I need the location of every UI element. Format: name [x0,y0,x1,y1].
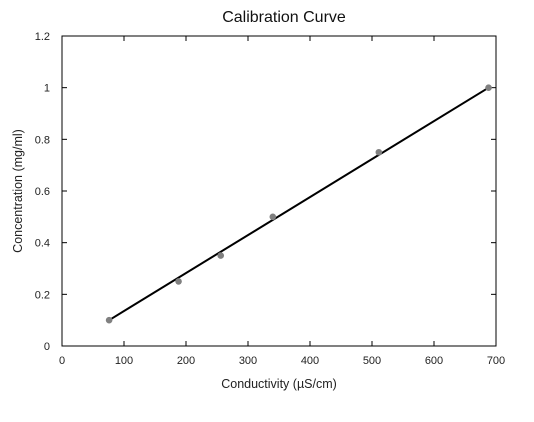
data-point [485,84,492,91]
y-tick-label: 0 [44,341,50,353]
x-tick-label: 200 [177,355,195,367]
y-tick-label: 1.2 [35,31,50,43]
data-point [105,316,113,324]
y-tick-label: 0.2 [35,289,50,301]
data-point [269,213,277,221]
data-point [175,278,182,285]
y-tick-label: 0.8 [35,134,50,146]
data-point [217,252,225,259]
x-tick-label: 500 [363,355,381,367]
y-tick-label: 0.6 [35,186,50,198]
trendline-group [108,86,490,322]
y-tick-label: 1 [44,83,50,95]
x-axis-title: Conductivity (µS/cm) [221,377,337,391]
axis-tick-labels: 0 100 200 300 400 500 600 700 0 0.2 0.4 0.6 0.8 1 1.2 [35,31,505,367]
trendline [108,86,490,322]
x-tick-label: 600 [425,355,443,367]
y-tick-label: 0.4 [35,238,50,250]
x-tick-label: 300 [239,355,257,367]
chart-title: Calibration Curve [222,9,346,26]
plot-area [61,35,497,347]
data-points [105,84,492,324]
y-axis-title: Concentration (mg/ml) [11,129,25,253]
data-point [375,148,383,156]
x-tick-label: 700 [487,355,505,367]
x-tick-label: 100 [115,355,133,367]
plot-border [61,35,497,347]
axis-ticks [61,35,497,347]
x-tick-label: 400 [301,355,319,367]
x-tick-label: 0 [59,355,65,367]
